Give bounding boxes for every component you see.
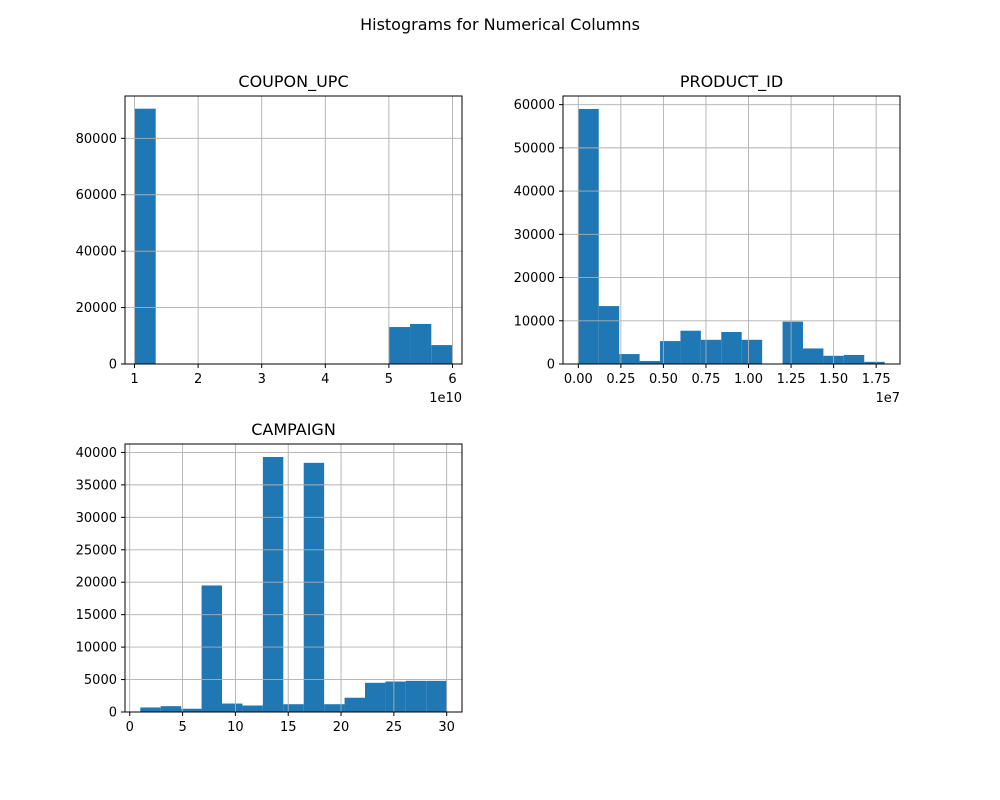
histogram-bar xyxy=(222,703,243,712)
x-tick-label: 4 xyxy=(321,372,329,387)
y-tick-label: 80000 xyxy=(76,132,117,147)
axes-frame xyxy=(124,443,463,713)
y-tick-label: 30000 xyxy=(76,511,117,526)
y-tick-label: 20000 xyxy=(76,301,117,316)
histogram-bar xyxy=(431,345,453,364)
histogram-bar xyxy=(802,348,824,364)
x-tick-label: 5 xyxy=(178,720,186,735)
x-tick-label: 25 xyxy=(386,720,403,735)
histogram-bars xyxy=(140,456,447,712)
y-tick-label: 0 xyxy=(547,358,555,373)
subplot-title: CAMPAIGN xyxy=(251,420,336,439)
histogram-bar xyxy=(639,360,661,364)
histogram-bar xyxy=(242,705,263,712)
histogram-bar xyxy=(741,339,763,364)
y-tick-label: 0 xyxy=(109,706,117,721)
x-tick-label: 0.25 xyxy=(606,372,635,387)
histogram-bar xyxy=(324,704,345,712)
histogram-bar xyxy=(700,339,722,364)
axes-frame xyxy=(124,95,463,365)
x-tick-label: 1.00 xyxy=(734,372,763,387)
subplot-coupon-upc: 1 2 3 4 5 6 0 20000 40000 60000 80000 COUPON_UPC 1e1… xyxy=(76,72,463,406)
y-tick-label: 15000 xyxy=(76,608,117,623)
subplot-title: PRODUCT_ID xyxy=(680,72,783,92)
axes-frame xyxy=(562,95,901,365)
histogram-bar xyxy=(864,361,885,364)
histogram-bar xyxy=(201,585,223,712)
histogram-bar xyxy=(426,680,447,712)
x-tick-label: 5 xyxy=(385,372,393,387)
y-tick-label: 40000 xyxy=(514,185,555,200)
histogram-bar xyxy=(405,680,427,712)
y-tick-label: 40000 xyxy=(76,446,117,461)
y-tick-label: 40000 xyxy=(76,245,117,260)
histogram-bar xyxy=(303,462,325,712)
histogram-bar xyxy=(140,707,161,712)
y-tick-label: 20000 xyxy=(76,576,117,591)
histogram-bar xyxy=(598,306,620,364)
x-tick-label: 20 xyxy=(333,720,350,735)
y-tick-label: 25000 xyxy=(76,543,117,558)
x-tick-label: 0.75 xyxy=(691,372,720,387)
y-tick-label: 60000 xyxy=(76,188,117,203)
x-tick-label: 2 xyxy=(194,372,202,387)
x-tick-label: 0 xyxy=(126,720,134,735)
subplot-title: COUPON_UPC xyxy=(238,72,348,92)
x-tick-label: 1.50 xyxy=(819,372,848,387)
x-tick-label: 15 xyxy=(280,720,297,735)
x-tick-label: 10 xyxy=(227,720,244,735)
y-tick-label: 50000 xyxy=(514,141,555,156)
figure-suptitle: Histograms for Numerical Columns xyxy=(360,15,640,34)
y-tick-label: 20000 xyxy=(514,271,555,286)
x-offset-label: 1e7 xyxy=(875,391,900,406)
subplot-panels: 1 2 3 4 5 6020000400006000080000COUPON_UPC1e1… xyxy=(76,72,901,735)
histogram-bar xyxy=(843,354,865,364)
x-tick-label: 1 xyxy=(130,372,138,387)
histogram-bar xyxy=(364,682,386,712)
x-tick-label: 1.25 xyxy=(777,372,806,387)
y-tick-label: 30000 xyxy=(514,228,555,243)
y-tick-label: 5000 xyxy=(84,673,117,688)
histogram-bar xyxy=(410,323,432,364)
histogram-bar xyxy=(388,327,411,364)
x-tick-label: 1.75 xyxy=(862,372,891,387)
histogram-bar xyxy=(262,456,284,712)
histogram-bar xyxy=(680,330,701,364)
histogram-bar xyxy=(134,108,156,364)
histogram-bar xyxy=(721,332,742,364)
subplot-product-id: 0.00 0.25 0.50 0.75 1.00 1.25 1.50 1.75 0 10000 20… xyxy=(514,72,901,406)
histogram-bar xyxy=(385,681,406,712)
histogram-bars xyxy=(134,108,453,364)
histogram-bar xyxy=(660,341,681,364)
x-tick-label: 30 xyxy=(438,720,455,735)
y-tick-label: 0 xyxy=(109,358,117,373)
histogram-bar xyxy=(782,321,803,364)
histogram-bar xyxy=(160,706,182,712)
histogram-bar xyxy=(283,704,304,712)
histogram-bar xyxy=(181,708,202,712)
y-tick-label: 35000 xyxy=(76,478,117,493)
y-tick-label: 10000 xyxy=(76,641,117,656)
x-tick-label: 0.00 xyxy=(564,372,593,387)
x-tick-label: 0.50 xyxy=(649,372,678,387)
x-tick-label: 6 xyxy=(448,372,456,387)
y-tick-label: 60000 xyxy=(514,98,555,113)
x-offset-label: 1e10 xyxy=(429,391,462,406)
histogram-bar xyxy=(578,108,599,364)
histogram-bar xyxy=(344,697,365,712)
y-tick-label: 10000 xyxy=(514,314,555,329)
x-tick-label: 3 xyxy=(258,372,266,387)
subplot-campaign: 0 5 10 15 20 25 30 0 5000 10000 15000 20000 25000 300… xyxy=(76,420,463,735)
histogram-bar xyxy=(619,354,640,364)
